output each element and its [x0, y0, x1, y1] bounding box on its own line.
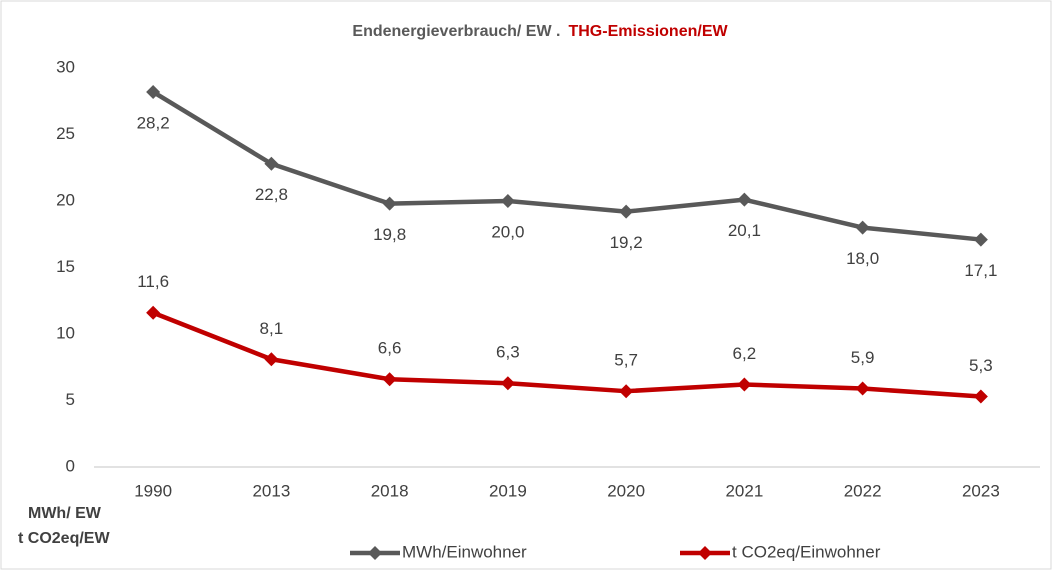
- chart-title: Endenergieverbrauch/ EW . THG-Emissionen/…: [352, 23, 728, 40]
- marker: [382, 196, 397, 211]
- title-part: THG-Emissionen/EW: [568, 23, 728, 40]
- data-label: 6,3: [496, 343, 520, 362]
- legend-marker: [698, 546, 712, 560]
- y-tick-label: 0: [66, 456, 75, 475]
- data-label: 5,9: [851, 348, 875, 367]
- data-label: 22,8: [255, 185, 288, 204]
- title-part: Endenergieverbrauch/ EW .: [352, 23, 560, 40]
- marker: [500, 376, 515, 391]
- data-label: 18,0: [846, 249, 879, 268]
- marker: [855, 220, 870, 235]
- marker: [619, 204, 634, 219]
- data-label: 17,1: [964, 261, 997, 280]
- data-label: 5,3: [969, 356, 993, 375]
- data-label: 5,7: [614, 351, 638, 370]
- y-tick-label: 30: [56, 57, 75, 76]
- x-tick-label: 2023: [962, 481, 1000, 500]
- marker: [973, 389, 988, 404]
- x-tick-label: 2021: [725, 481, 763, 500]
- data-label: 19,8: [373, 225, 406, 244]
- marker: [619, 384, 634, 399]
- marker: [146, 84, 161, 99]
- data-label: 19,2: [610, 233, 643, 252]
- y-tick-label: 25: [56, 124, 75, 143]
- marker: [855, 381, 870, 396]
- marker: [500, 194, 515, 208]
- marker: [146, 305, 161, 320]
- x-tick-label: 1990: [134, 481, 172, 500]
- marker: [264, 352, 279, 367]
- marker: [264, 156, 279, 171]
- marker: [737, 192, 752, 207]
- data-label: 6,2: [733, 344, 757, 363]
- data-label: 11,6: [137, 272, 169, 291]
- x-tick-label: 2013: [252, 481, 290, 500]
- y-tick-label: 10: [56, 323, 75, 342]
- legend-label: MWh/Einwohner: [402, 542, 527, 561]
- data-label: 8,1: [260, 319, 284, 338]
- x-tick-label: 2020: [607, 481, 645, 500]
- marker: [737, 377, 752, 392]
- series-line: [151, 90, 982, 242]
- marker: [382, 372, 397, 387]
- series-line: [152, 310, 982, 399]
- x-tick-label: 2018: [371, 481, 409, 500]
- marker: [973, 232, 988, 247]
- x-tick-label: 2019: [489, 481, 527, 500]
- x-tick-label: 2022: [844, 481, 882, 500]
- y-axis-label: MWh/ EW: [28, 505, 102, 522]
- y-tick-label: 20: [56, 190, 75, 209]
- legend-marker: [368, 546, 382, 560]
- y-axis-label: t CO2eq/EW: [18, 530, 110, 547]
- legend-label: t CO2eq/Einwohner: [732, 542, 881, 561]
- data-label: 28,2: [137, 113, 170, 132]
- data-label: 20,1: [728, 221, 761, 240]
- y-tick-label: 5: [66, 390, 75, 409]
- y-tick-label: 15: [56, 257, 75, 276]
- data-label: 20,0: [491, 222, 524, 241]
- data-label: 6,6: [378, 339, 402, 358]
